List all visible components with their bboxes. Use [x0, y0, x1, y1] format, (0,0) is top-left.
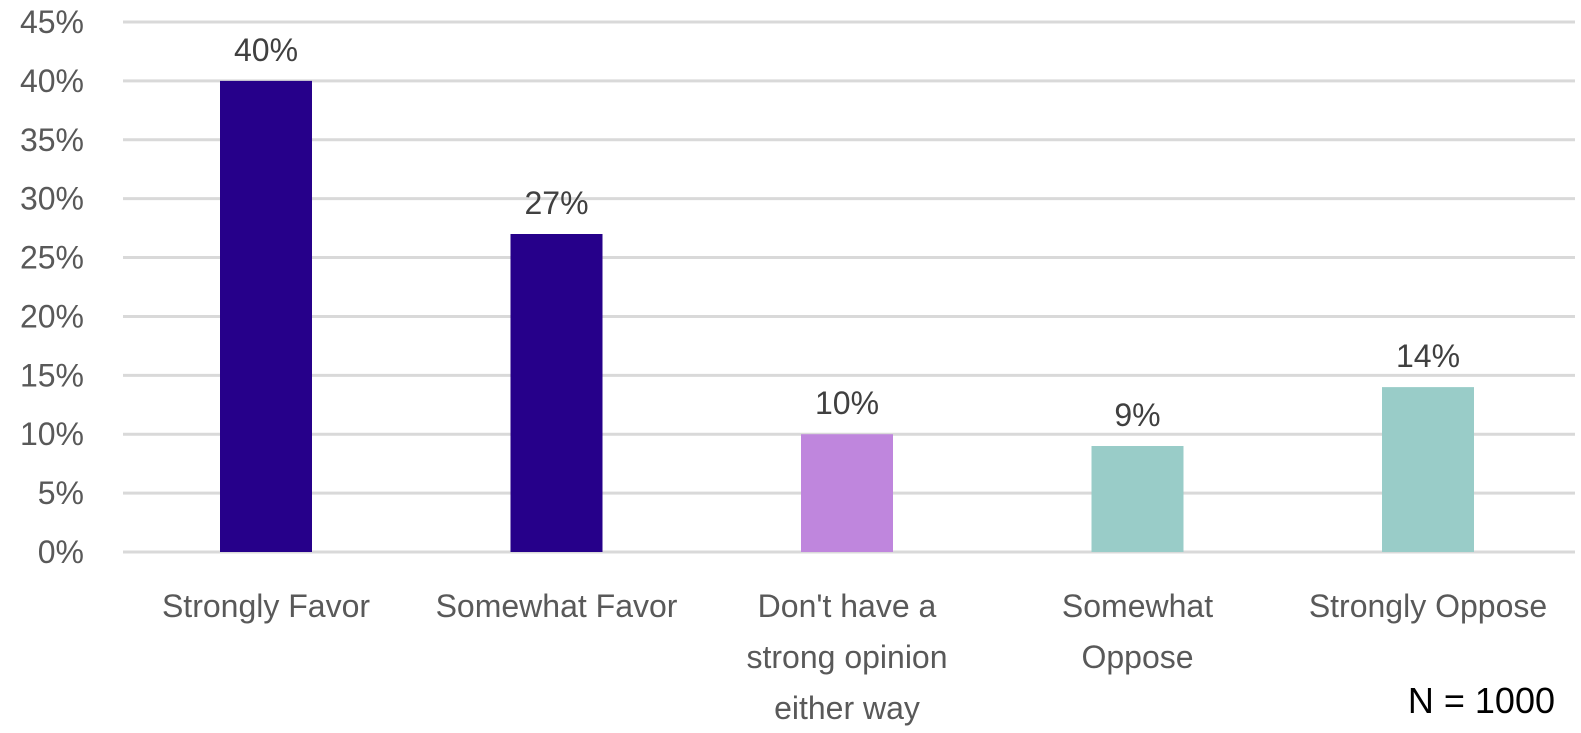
x-tick-label: Somewhat Oppose: [1062, 588, 1213, 675]
y-tick-label: 35%: [20, 122, 84, 158]
data-label: 10%: [815, 385, 879, 421]
y-axis: 0% 5% 10% 15% 20% 25% 30% 35% 40% 45%: [20, 4, 84, 570]
x-tick-label: Don't have a strong opinion either way: [746, 588, 947, 726]
gridlines: [123, 20, 1575, 554]
bar: [1091, 446, 1184, 552]
y-tick-label: 25%: [20, 240, 84, 276]
sample-size-note: N = 1000: [1408, 680, 1555, 721]
x-tick-label: Strongly Oppose: [1309, 588, 1547, 624]
x-axis: Strongly Favor Somewhat Favor Don't have a…: [162, 588, 1547, 726]
y-tick-label: 0%: [38, 534, 84, 570]
y-tick-label: 10%: [20, 416, 84, 452]
y-tick-label: 20%: [20, 298, 84, 334]
data-labels: 40% 27% 10% 9% 14%: [234, 32, 1460, 433]
y-tick-label: 45%: [20, 4, 84, 40]
x-tick-label: Strongly Favor: [162, 588, 370, 624]
y-tick-label: 30%: [20, 181, 84, 217]
data-label: 40%: [234, 32, 298, 68]
bars: [220, 80, 1474, 552]
y-tick-label: 40%: [20, 63, 84, 99]
bar: [220, 80, 312, 552]
x-tick-label: Somewhat Favor: [436, 588, 678, 624]
data-label: 9%: [1114, 397, 1160, 433]
bar: [801, 434, 893, 552]
y-tick-label: 5%: [38, 475, 84, 511]
data-label: 14%: [1396, 338, 1460, 374]
y-tick-label: 15%: [20, 357, 84, 393]
data-label: 27%: [524, 185, 588, 221]
bar: [510, 234, 603, 552]
bar: [1382, 387, 1474, 552]
